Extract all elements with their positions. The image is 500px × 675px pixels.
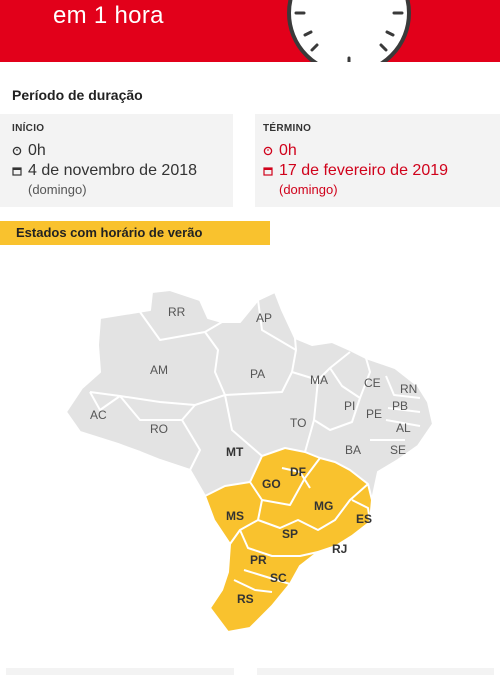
svg-text:PB: PB bbox=[392, 399, 408, 413]
calendar-icon bbox=[263, 167, 273, 176]
end-date-row: 17 de fevereiro de 2019 bbox=[263, 162, 448, 180]
start-card: INÍCIO 0h 4 de novembro de 2018 (domingo… bbox=[0, 114, 233, 207]
svg-text:MS: MS bbox=[226, 509, 244, 523]
svg-text:PA: PA bbox=[250, 367, 265, 381]
svg-text:RJ: RJ bbox=[332, 542, 347, 556]
bottom-card-left bbox=[6, 668, 234, 675]
svg-text:RR: RR bbox=[168, 305, 186, 319]
start-heading: INÍCIO bbox=[12, 123, 45, 134]
svg-text:SE: SE bbox=[390, 443, 406, 457]
svg-text:PE: PE bbox=[366, 407, 382, 421]
svg-text:PR: PR bbox=[250, 553, 267, 567]
states-banner: Estados com horário de verão bbox=[0, 221, 270, 245]
state-borders bbox=[89, 299, 421, 471]
end-date: 17 de fevereiro de 2019 bbox=[279, 162, 449, 179]
svg-text:GO: GO bbox=[262, 477, 281, 491]
svg-text:AC: AC bbox=[90, 408, 107, 422]
start-date-row: 4 de novembro de 2018 bbox=[12, 162, 197, 180]
clock-icon bbox=[287, 0, 411, 62]
svg-text:RS: RS bbox=[237, 592, 254, 606]
svg-text:AL: AL bbox=[396, 421, 411, 435]
svg-text:MG: MG bbox=[314, 499, 333, 513]
end-card: TÉRMINO 0h 17 de fevereiro de 2019 (domi… bbox=[255, 114, 500, 207]
svg-text:SC: SC bbox=[270, 571, 287, 585]
bottom-card-right bbox=[257, 668, 494, 675]
svg-text:SP: SP bbox=[282, 527, 298, 541]
svg-text:MA: MA bbox=[310, 373, 328, 387]
svg-text:RN: RN bbox=[400, 382, 417, 396]
start-time-row: 0h bbox=[12, 142, 46, 160]
end-time: 0h bbox=[279, 142, 297, 159]
svg-text:RO: RO bbox=[150, 422, 168, 436]
svg-text:AP: AP bbox=[256, 311, 272, 325]
svg-text:BA: BA bbox=[345, 443, 361, 457]
svg-text:AM: AM bbox=[150, 363, 168, 377]
clock-icon bbox=[12, 146, 22, 156]
state-labels: RR AP AM PA MA CE RN PB PI PE AC RO TO A… bbox=[90, 305, 417, 606]
states-banner-label: Estados com horário de verão bbox=[16, 225, 203, 240]
clock-icon bbox=[263, 146, 273, 156]
duration-section-title: Período de duração bbox=[12, 87, 143, 103]
svg-text:PI: PI bbox=[344, 399, 355, 413]
end-weekday: (domingo) bbox=[279, 182, 338, 197]
svg-text:MT: MT bbox=[226, 445, 244, 459]
end-heading: TÉRMINO bbox=[263, 123, 312, 134]
start-weekday: (domingo) bbox=[28, 182, 87, 197]
end-time-row: 0h bbox=[263, 142, 297, 160]
svg-text:ES: ES bbox=[356, 512, 372, 526]
brazil-map: RR AP AM PA MA CE RN PB PI PE AC RO TO A… bbox=[65, 289, 434, 633]
calendar-icon bbox=[12, 167, 22, 176]
svg-text:DF: DF bbox=[290, 465, 306, 479]
start-date: 4 de novembro de 2018 bbox=[28, 162, 198, 179]
start-time: 0h bbox=[28, 142, 46, 159]
dst-borders bbox=[229, 457, 371, 593]
svg-text:CE: CE bbox=[364, 376, 381, 390]
header-banner: em 1 hora bbox=[0, 0, 500, 62]
header-text: em 1 hora bbox=[53, 2, 164, 29]
svg-text:TO: TO bbox=[290, 416, 306, 430]
